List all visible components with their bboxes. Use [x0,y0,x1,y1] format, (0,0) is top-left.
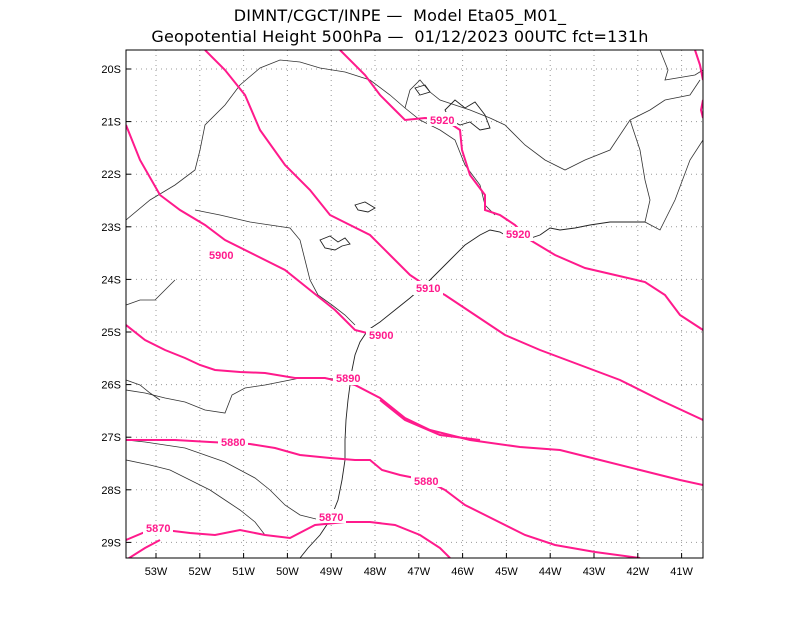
geography [126,50,703,558]
state-border-mg-es [629,119,703,231]
x-tick-label: 53W [145,566,168,578]
state-border-ms-pr [126,279,176,306]
y-tick-label: 22S [101,169,121,181]
y-tick-label: 29S [101,537,121,549]
grid-lines [126,50,703,558]
contour-label: 5920 [506,229,530,241]
state-border-north [659,50,703,81]
contour-label: 5920 [430,115,454,127]
x-tick-label: 45W [495,566,518,578]
y-tick-label: 27S [101,432,121,444]
x-tick-label: 44W [539,566,562,578]
y-tick-label: 21S [101,117,121,129]
contour-5890 [126,439,641,558]
x-tick-label: 43W [583,566,606,578]
y-tick-label: 20S [101,64,121,76]
contour-label: 5900 [209,250,233,262]
state-border-sp-pr [194,209,356,326]
state-border-sc-rs [126,439,346,521]
contour-label-group: 5920 5920 5910 5900 5900 5890 5880 5880 … [143,112,533,535]
contour-5920-a [126,124,376,336]
contour-5880-east [379,399,481,441]
y-tick-label: 24S [101,274,121,286]
x-tick-label: 46W [451,566,474,578]
x-tick-label: 49W [320,566,343,578]
reservoir [354,201,376,213]
coastline-rio [539,221,645,236]
contour-5900-main [126,324,703,486]
reservoir [319,235,351,251]
contour-5910-a [204,50,703,421]
contour-label: 5910 [416,283,440,295]
plot-title-line-1: DIMNT/CGCT/INPE — Model Eta05_M01_ [233,6,567,25]
contour-label: 5880 [221,437,245,449]
y-tick-label: 28S [101,485,121,497]
contour-5880 [126,521,451,558]
reservoir [414,84,431,96]
x-axis: 53W 52W 51W 50W 49W 48W 47W 46W 45W 44W 43W 42W 41W [145,553,694,578]
state-border-sp-mg [126,59,496,221]
x-tick-label: 41W [670,566,693,578]
plot-frame [125,49,704,559]
y-tick-label: 25S [101,327,121,339]
contour-5900-b [339,50,703,331]
x-tick-label: 52W [188,566,211,578]
x-tick-label: 47W [407,566,430,578]
country-border-rs-arg [126,459,266,536]
y-tick-label: 26S [101,380,121,392]
y-tick-label: 23S [101,222,121,234]
coastline [299,229,541,558]
state-border-pr-sc [126,377,356,414]
contour-label: 5890 [336,373,360,385]
contour-5870 [127,539,161,558]
contour-e-edge [699,99,703,119]
x-tick-label: 42W [626,566,649,578]
country-border-south [126,379,161,401]
contour-label: 5880 [414,476,438,488]
plot-title-line-2: Geopotential Height 500hPa — 01/12/2023 … [151,27,649,46]
x-tick-label: 51W [232,566,255,578]
x-tick-label: 48W [364,566,387,578]
y-axis: 20S 21S 22S 23S 24S 25S 26S 27S 28S 29S [101,64,131,549]
contour-ne-corner [694,50,703,81]
contour-label: 5870 [146,523,170,535]
contour-label: 5900 [369,330,393,342]
x-tick-label: 50W [276,566,299,578]
contour-label: 5870 [319,512,343,524]
